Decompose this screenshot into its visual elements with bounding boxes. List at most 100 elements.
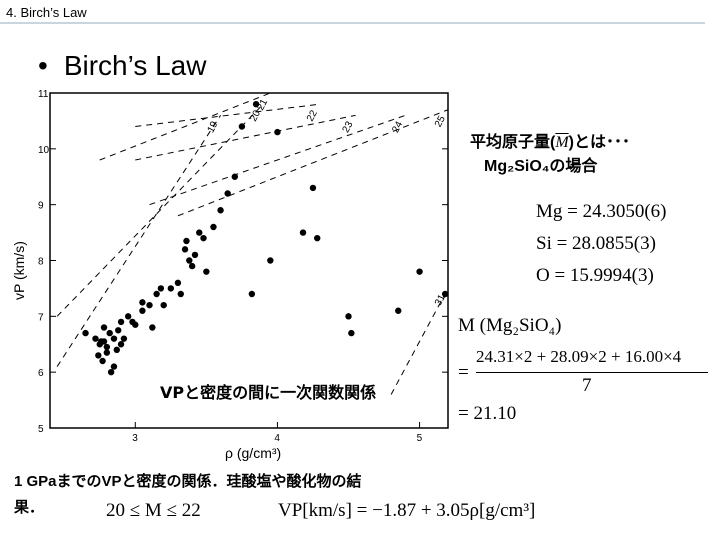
header-divider (0, 22, 705, 24)
note-mbar: M (555, 134, 569, 151)
y-tick-label: 6 (38, 368, 44, 379)
note-line2: Mg₂SiO₄の場合 (484, 158, 598, 175)
y-tick-label: 11 (38, 89, 49, 100)
data-point (348, 329, 355, 337)
data-point (177, 290, 184, 298)
data-point (231, 173, 238, 180)
data-point (129, 318, 136, 326)
data-point (139, 299, 146, 306)
data-point (103, 349, 111, 356)
data-point (252, 100, 260, 108)
data-point (441, 290, 449, 298)
data-point (100, 338, 108, 345)
data-point (95, 352, 102, 359)
iso-line (135, 103, 321, 127)
data-point (117, 341, 125, 348)
data-point (120, 335, 128, 342)
axis-ticks: 5 6 7 8 9 10 11 3 4 5 (38, 89, 448, 444)
data-point (299, 229, 307, 236)
data-point (110, 335, 118, 342)
y-tick-label: 5 (38, 424, 44, 435)
fraction-denominator: 7 (582, 375, 592, 396)
si-formula: Si = 28.0855(3) (536, 233, 656, 254)
data-point (146, 301, 153, 309)
mbar-range: 20 ≤ M ≤ 22 (106, 500, 201, 521)
data-point (224, 190, 231, 197)
iso-line-label: 22 (305, 108, 320, 123)
data-point (110, 363, 118, 370)
data-point (186, 257, 193, 264)
data-point (183, 237, 190, 245)
caption-line1: 1 GPaまでのVPと密度の関係．珪酸塩や酸化物の結 (14, 473, 362, 490)
data-point (139, 307, 146, 314)
fraction-numerator: 24.31×2 + 28.09×2 + 16.00×4 (476, 347, 682, 366)
data-point (274, 128, 281, 136)
mg-formula: Mg = 24.3050(6) (536, 201, 667, 222)
x-axis-label: ρ (g/cm³) (225, 445, 281, 461)
y-tick-label: 10 (38, 145, 50, 156)
iso-line (135, 114, 356, 161)
data-point (124, 313, 132, 320)
data-point (200, 234, 207, 242)
data-point (416, 268, 423, 275)
bullet-text: Birch’s Law (63, 50, 207, 81)
iso-line-label: 21 (255, 97, 270, 112)
iso-line-label: 19 (206, 119, 221, 134)
data-point (203, 268, 210, 275)
data-point (345, 313, 352, 320)
data-point (395, 307, 402, 314)
caption-line2: 果． (14, 499, 45, 516)
data-point (196, 229, 203, 236)
data-point (92, 335, 99, 342)
data-point (157, 285, 165, 292)
mbar-lhs: M (Mg₂SiO₄) (458, 315, 562, 336)
bullet-heading: • Birch’s Law (38, 50, 206, 82)
data-point (309, 184, 317, 192)
note-line1-end: )とは･･･ (568, 134, 631, 151)
fraction-bar (476, 372, 708, 373)
iso-line (99, 92, 271, 161)
y-tick-label: 7 (38, 312, 44, 323)
iso-line (149, 114, 406, 206)
plot-annotation: VPと密度の間に一次関数関係 (160, 383, 376, 402)
iso-line (390, 288, 449, 395)
data-point (82, 329, 89, 337)
data-point (314, 234, 321, 242)
iso-line-label: 25 (433, 114, 448, 129)
x-tick-label: 4 (274, 433, 280, 444)
atomic-weight-note: 平均原子量(M)とは･･･ (470, 128, 630, 152)
data-point (99, 357, 106, 365)
data-point (267, 257, 274, 264)
iso-line (177, 109, 449, 217)
y-tick-label: 8 (38, 257, 44, 268)
data-point (100, 324, 108, 331)
data-point (107, 368, 115, 376)
data-point (217, 207, 224, 214)
bullet-dot: • (38, 50, 48, 81)
data-point (113, 346, 121, 354)
slide-header: 4. Birch’s Law (0, 0, 720, 24)
note-line1: 平均原子量( (470, 134, 556, 151)
data-point (238, 123, 246, 130)
data-point (153, 290, 160, 298)
mbar-result: = 21.10 (458, 403, 517, 424)
iso-line (56, 103, 264, 317)
x-tick-label: 3 (132, 433, 138, 444)
equals-sign: = (458, 362, 469, 383)
data-point (210, 223, 217, 231)
data-point (167, 285, 175, 292)
iso-line-label: 23 (341, 119, 356, 134)
data-point (174, 279, 182, 287)
iso-line (56, 115, 221, 367)
o-formula: O = 15.9994(3) (536, 265, 654, 286)
x-tick-label: 5 (417, 433, 423, 444)
plot-frame (49, 92, 449, 429)
data-point (149, 324, 156, 331)
data-point (188, 262, 196, 270)
slide-title: 4. Birch’s Law (6, 5, 87, 20)
iso-line-label: 20 (248, 108, 263, 123)
y-axis-label: vP (km/s) (11, 241, 27, 300)
data-point (191, 251, 199, 259)
data-point (117, 318, 125, 326)
